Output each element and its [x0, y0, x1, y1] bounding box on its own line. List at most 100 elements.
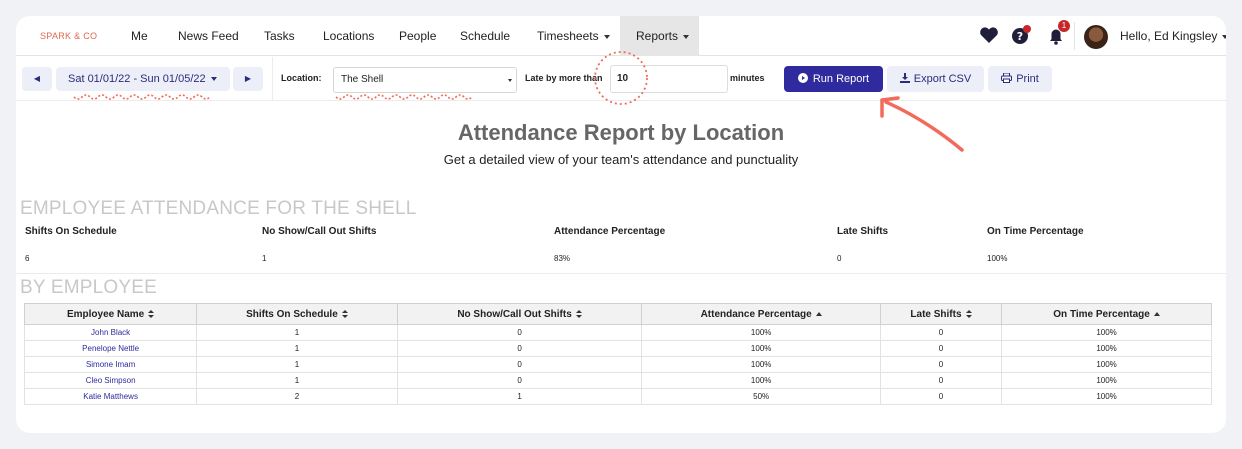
table-row: John Black 1 0 100% 0 100% [23, 324, 1212, 341]
table-cell: 0 [396, 340, 643, 357]
chevron-down-icon [210, 77, 217, 82]
nav-item-timesheets[interactable]: Timesheets [537, 16, 610, 56]
avatar[interactable] [1084, 25, 1108, 49]
help-indicator-badge [1023, 25, 1031, 33]
table-cell: 0 [879, 372, 1003, 389]
prev-week-button[interactable]: ◀ [22, 67, 52, 91]
report-toolbar: ◀ Sat 01/01/22 - Sun 01/05/22 ▶ Location… [16, 57, 1226, 101]
download-icon [899, 73, 910, 83]
sort-icon [575, 309, 582, 318]
nav-item-locations[interactable]: Locations [323, 29, 375, 43]
print-label: Print [1016, 73, 1039, 85]
page-title: Attendance Report by Location [457, 120, 785, 145]
column-label: Late Shifts [910, 308, 962, 320]
bell-icon[interactable]: 1 [1046, 16, 1070, 56]
column-header-no-show[interactable]: No Show/Call Out Shifts [396, 303, 643, 325]
employee-name-link[interactable]: John Black [23, 324, 198, 341]
column-header-attendance[interactable]: Attendance Percentage [641, 303, 881, 325]
employee-name-link[interactable]: Simone Imam [23, 356, 198, 373]
date-range-picker[interactable]: Sat 01/01/22 - Sun 01/05/22 [56, 67, 230, 91]
table-cell: 0 [396, 372, 643, 389]
column-header-employee-name[interactable]: Employee Name [23, 303, 198, 325]
column-header-shifts[interactable]: Shifts On Schedule [196, 303, 398, 325]
greeting-label: Hello, Ed Kingsley [1120, 29, 1218, 43]
summary-value-on-time: 100% [987, 254, 1008, 263]
employee-name-link[interactable]: Penelope Nettle [23, 340, 198, 357]
nav-item-schedule[interactable]: Schedule [460, 29, 511, 43]
table-cell: 100% [641, 356, 881, 373]
chevron-down-icon [683, 34, 690, 39]
column-header-late[interactable]: Late Shifts [879, 303, 1003, 325]
table-cell: 1 [196, 356, 398, 373]
summary-header-late: Late Shifts [837, 226, 889, 237]
table-row: Katie Matthews 2 1 50% 0 100% [23, 388, 1212, 405]
column-label: Attendance Percentage [700, 308, 812, 320]
print-button[interactable]: Print [988, 66, 1052, 92]
summary-header-no-show: No Show/Call Out Shifts [262, 226, 377, 237]
export-csv-button[interactable]: Export CSV [887, 66, 984, 92]
summary-header-shifts: Shifts On Schedule [25, 226, 117, 237]
table-cell: 100% [641, 340, 881, 357]
table-cell: 100% [1001, 372, 1212, 389]
nav-item-people[interactable]: People [399, 29, 437, 43]
table-row: Cleo Simpson 1 0 100% 0 100% [23, 372, 1212, 389]
notification-badge: 1 [1058, 20, 1070, 32]
column-label: Employee Name [66, 308, 145, 320]
sort-icon [341, 309, 348, 318]
page-subtitle: Get a detailed view of your team's atten… [443, 152, 799, 167]
table-cell: 100% [1001, 340, 1212, 357]
summary-value-no-show: 1 [262, 254, 267, 263]
table-cell: 0 [879, 324, 1003, 341]
table-cell: 0 [396, 356, 643, 373]
table-cell: 100% [641, 324, 881, 341]
nav-item-reports[interactable]: Reports [620, 16, 699, 56]
sort-ascending-icon [1153, 311, 1160, 316]
table-row: Simone Imam 1 0 100% 0 100% [23, 356, 1212, 373]
nav-item-me[interactable]: Me [131, 29, 148, 43]
nav-item-news-feed[interactable]: News Feed [178, 29, 239, 43]
employee-table: Employee Name Shifts On Schedule No Show… [23, 303, 1212, 405]
toolbar-divider [272, 57, 273, 101]
table-cell: 0 [879, 388, 1003, 405]
column-header-on-time[interactable]: On Time Percentage [1001, 303, 1212, 325]
table-cell: 2 [196, 388, 398, 405]
summary-value-shifts: 6 [25, 254, 30, 263]
column-label: Shifts On Schedule [246, 308, 338, 320]
brand-logo[interactable]: SPARK & CO [40, 31, 98, 41]
table-cell: 1 [196, 340, 398, 357]
date-range-label: Sat 01/01/22 - Sun 01/05/22 [68, 73, 206, 85]
export-csv-label: Export CSV [913, 73, 972, 85]
location-label: Location: [281, 73, 322, 83]
table-cell: 0 [879, 356, 1003, 373]
table-cell: 100% [641, 372, 881, 389]
summary-header-on-time: On Time Percentage [987, 226, 1084, 237]
run-report-button[interactable]: Run Report [784, 66, 883, 92]
table-cell: 100% [1001, 356, 1212, 373]
nav-item-tasks[interactable]: Tasks [264, 29, 295, 43]
table-header-row: Employee Name Shifts On Schedule No Show… [23, 303, 1212, 325]
location-select[interactable]: The Shell [333, 67, 517, 93]
employee-name-link[interactable]: Katie Matthews [23, 388, 198, 405]
section-divider [16, 273, 1226, 274]
help-icon[interactable]: ? [1010, 16, 1032, 56]
printer-icon [1001, 72, 1013, 83]
table-row: Penelope Nettle 1 0 100% 0 100% [23, 340, 1212, 357]
by-employee-section-title: BY EMPLOYEE [20, 277, 158, 298]
column-label: On Time Percentage [1053, 308, 1150, 320]
table-cell: 100% [1001, 324, 1212, 341]
table-cell: 0 [879, 340, 1003, 357]
chevron-down-icon [603, 34, 610, 39]
summary-section-title: EMPLOYEE ATTENDANCE FOR THE SHELL [20, 198, 417, 219]
user-menu[interactable]: Hello, Ed Kingsley [1120, 16, 1226, 56]
chevron-left-icon: ◀ [33, 74, 41, 83]
next-week-button[interactable]: ▶ [233, 67, 263, 91]
chevron-down-icon [508, 79, 512, 82]
summary-value-late: 0 [837, 254, 842, 263]
employee-name-link[interactable]: Cleo Simpson [23, 372, 198, 389]
app-card: SPARK & CO Me News Feed Tasks Locations … [16, 16, 1226, 433]
svg-text:?: ? [1017, 30, 1023, 43]
table-cell: 1 [396, 388, 643, 405]
heart-icon[interactable] [978, 16, 1000, 56]
late-threshold-input[interactable]: 10 [610, 65, 728, 93]
chevron-right-icon: ▶ [244, 74, 252, 83]
